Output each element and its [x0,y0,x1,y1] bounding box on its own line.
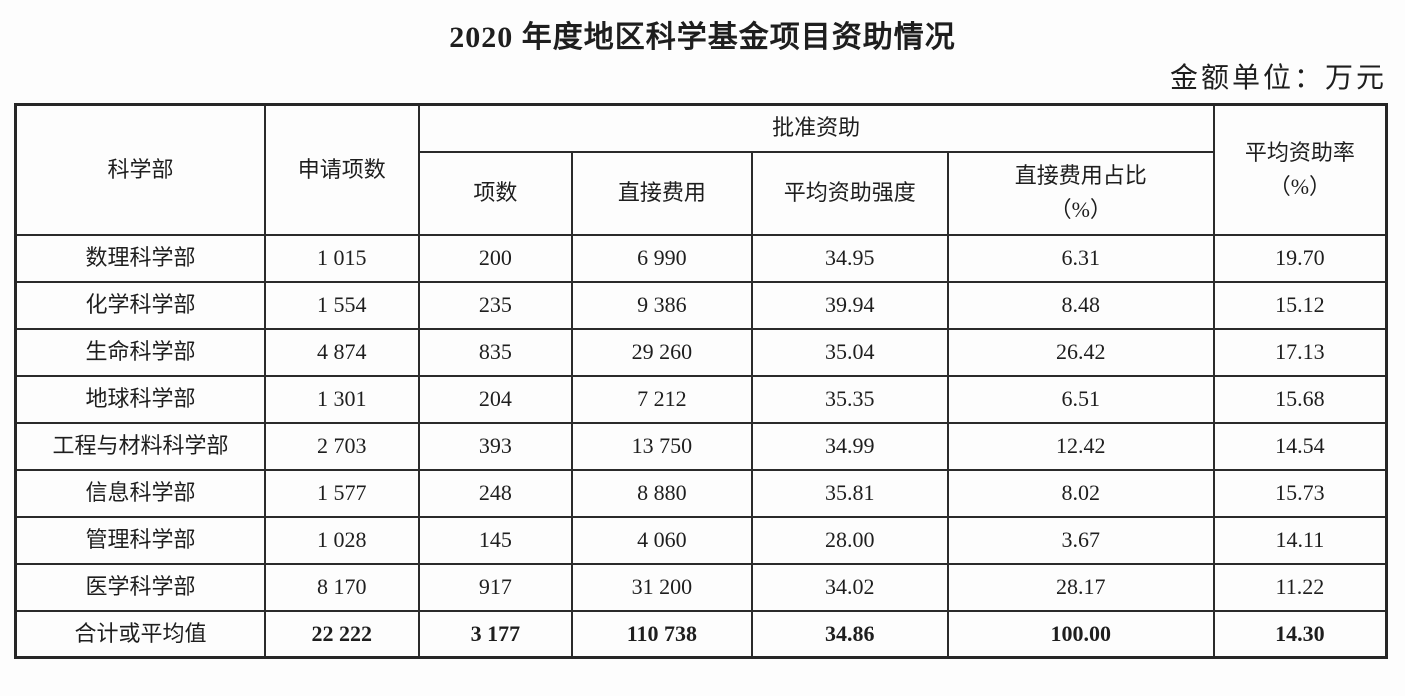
cell-avg-rate: 19.70 [1212,233,1388,283]
header-direct-share-line1: 直接费用占比 [1014,162,1147,188]
cell-avg-rate: 15.68 [1212,374,1388,424]
cell-items: 145 [417,515,574,565]
cell-department: 化学科学部 [14,280,267,330]
header-avg-rate-line2: （%） [1268,173,1332,199]
cell-avg-rate: 11.22 [1212,562,1388,612]
cell-direct-share: 8.48 [946,280,1215,330]
cell-direct-cost: 31 200 [571,562,753,612]
cell-items: 917 [417,562,574,612]
cell-avg-intensity: 35.04 [750,327,949,377]
header-applications: 申请项数 [264,103,420,236]
cell-avg-rate: 15.12 [1212,280,1388,330]
header-approved-group: 批准资助 [417,103,1215,153]
cell-department: 地球科学部 [14,374,267,424]
header-direct-share: 直接费用占比 （%） [946,150,1215,236]
funding-table: 科学部 申请项数 批准资助 平均资助率 （%） 项数 直接费用 平均资助强度 直… [14,103,1388,659]
cell-avg-intensity: 35.35 [750,374,949,424]
cell-applications: 1 554 [264,280,420,330]
cell-direct-cost: 13 750 [571,421,753,471]
cell-avg-rate: 14.30 [1212,609,1388,659]
header-direct-share-line2: （%） [1049,197,1112,222]
total-row: 合计或平均值 22 222 3 177 110 738 34.86 100.00… [14,609,1388,659]
cell-department: 工程与材料科学部 [14,421,267,471]
cell-direct-cost: 9 386 [571,280,753,330]
cell-direct-cost: 4 060 [571,515,753,565]
table-row: 医学科学部 8 170 917 31 200 34.02 28.17 11.22 [14,562,1388,612]
cell-direct-share: 6.51 [946,374,1215,424]
cell-applications: 1 577 [264,468,420,518]
cell-applications: 4 874 [264,327,420,377]
cell-department: 合计或平均值 [14,609,267,659]
page-title: 2020 年度地区科学基金项目资助情况 [449,21,956,54]
cell-items: 204 [417,374,574,424]
cell-avg-rate: 17.13 [1212,327,1388,377]
header-avg-rate: 平均资助率 （%） [1212,103,1388,236]
cell-avg-intensity: 35.81 [750,468,949,518]
cell-applications: 1 301 [264,374,420,424]
cell-avg-intensity: 39.94 [750,280,949,330]
cell-department: 数理科学部 [14,233,267,283]
cell-direct-cost: 6 990 [571,233,753,283]
cell-department: 医学科学部 [14,562,267,612]
cell-avg-rate: 15.73 [1212,468,1388,518]
header-items: 项数 [417,150,574,236]
cell-direct-share: 12.42 [946,421,1215,471]
header-row-2: 项数 直接费用 平均资助强度 直接费用占比 （%） [16,150,1387,236]
table-row: 数理科学部 1 015 200 6 990 34.95 6.31 19.70 [14,233,1388,283]
cell-direct-share: 8.02 [946,468,1215,518]
table-row: 地球科学部 1 301 204 7 212 35.35 6.51 15.68 [14,374,1388,424]
header-direct-cost: 直接费用 [571,150,753,236]
cell-avg-intensity: 34.02 [750,562,949,612]
cell-avg-rate: 14.11 [1212,515,1388,565]
cell-applications: 1 015 [264,233,420,283]
cell-avg-rate: 14.54 [1212,421,1388,471]
cell-applications: 22 222 [264,609,420,659]
cell-direct-share: 26.42 [946,327,1215,377]
table-row: 管理科学部 1 028 145 4 060 28.00 3.67 14.11 [14,515,1388,565]
cell-department: 生命科学部 [14,327,267,377]
header-department: 科学部 [14,103,267,236]
header-row-1: 科学部 申请项数 批准资助 平均资助率 （%） [14,103,1388,236]
cell-applications: 2 703 [264,421,420,471]
cell-direct-share: 100.00 [946,609,1215,659]
cell-items: 835 [417,327,574,377]
table-row: 生命科学部 4 874 835 29 260 35.04 26.42 17.13 [14,327,1388,377]
table-row: 工程与材料科学部 2 703 393 13 750 34.99 12.42 14… [14,421,1388,471]
cell-department: 管理科学部 [14,515,267,565]
cell-direct-cost: 29 260 [571,327,753,377]
table-row: 信息科学部 1 577 248 8 880 35.81 8.02 15.73 [14,468,1388,518]
cell-avg-intensity: 34.86 [750,609,949,659]
cell-items: 393 [417,421,574,471]
cell-direct-share: 28.17 [946,562,1215,612]
cell-direct-cost: 110 738 [571,609,753,659]
cell-items: 200 [417,233,574,283]
cell-direct-share: 6.31 [946,233,1215,283]
cell-department: 信息科学部 [14,468,267,518]
cell-avg-intensity: 34.99 [750,421,949,471]
header-avg-rate-line1: 平均资助率 [1244,139,1355,165]
cell-applications: 8 170 [264,562,420,612]
cell-direct-cost: 8 880 [571,468,753,518]
header-avg-intensity: 平均资助强度 [750,150,949,236]
table-row: 化学科学部 1 554 235 9 386 39.94 8.48 15.12 [14,280,1388,330]
cell-items: 3 177 [417,609,574,659]
cell-items: 235 [417,280,574,330]
cell-direct-share: 3.67 [946,515,1215,565]
unit-note: 金额单位：万元 [1169,63,1387,94]
cell-avg-intensity: 28.00 [750,515,949,565]
cell-avg-intensity: 34.95 [750,233,949,283]
cell-applications: 1 028 [264,515,420,565]
cell-direct-cost: 7 212 [571,374,753,424]
cell-items: 248 [417,468,574,518]
